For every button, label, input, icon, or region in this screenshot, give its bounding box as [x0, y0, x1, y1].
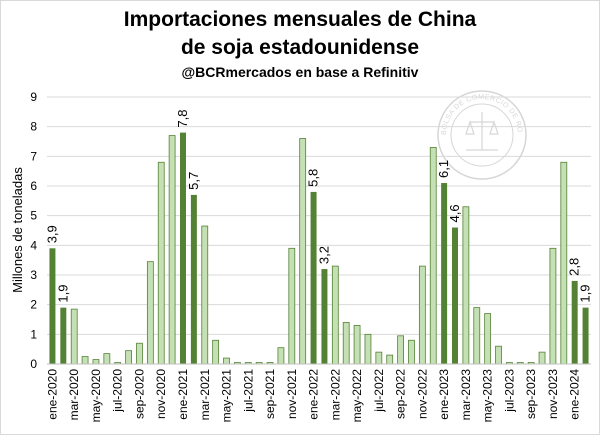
y-tick-label: 4 — [30, 238, 37, 252]
bar — [375, 351, 383, 365]
bar-highlighted — [321, 269, 328, 364]
bar — [125, 350, 132, 365]
x-axis: ene-2020 mar-2020 may-2020 jul-2020 sep-2020… — [45, 369, 581, 423]
chart-title-line2: de soja estadounidense — [180, 36, 420, 59]
bar-highlighted — [310, 191, 317, 364]
x-tick-label: may-2022 — [350, 369, 364, 423]
bar — [397, 335, 404, 365]
data-label: 4,6 — [447, 204, 462, 222]
x-tick-label: nov-2021 — [285, 369, 299, 419]
bars — [49, 132, 589, 365]
bar-highlighted — [190, 194, 197, 364]
y-tick-label: 9 — [30, 90, 37, 104]
data-label: 2,8 — [567, 258, 582, 276]
x-tick-label: nov-2023 — [546, 369, 560, 419]
bar — [212, 339, 220, 365]
bar — [103, 353, 111, 365]
bar-highlighted — [582, 307, 589, 364]
x-tick-label: jul-2022 — [372, 369, 386, 413]
x-tick-label: sep-2022 — [394, 369, 408, 419]
chart-subtitle: @BCRmercados en base a Refinitiv — [181, 64, 419, 80]
y-tick-label: 8 — [30, 120, 37, 134]
y-tick-label: 3 — [30, 268, 37, 282]
y-tick-label: 6 — [30, 179, 37, 193]
x-tick-label: ene-2021 — [176, 369, 190, 420]
svg-text:BOLSA DE COMERCIO DE ROSARIO: BOLSA DE COMERCIO DE ROSARIO — [0, 0, 523, 135]
y-axis: 0 1 2 3 4 5 6 7 8 9 — [30, 90, 37, 371]
bar — [473, 307, 481, 365]
bar — [538, 351, 546, 365]
x-tick-label: may-2020 — [89, 369, 103, 423]
bar — [288, 247, 296, 365]
bar-highlighted — [60, 307, 67, 364]
bar — [549, 247, 557, 365]
x-tick-label: jul-2021 — [241, 369, 255, 413]
x-tick-label: may-2021 — [220, 369, 234, 423]
x-tick-label: ene-2022 — [307, 369, 321, 420]
bar — [386, 354, 394, 365]
data-label: 7,8 — [175, 110, 190, 128]
y-tick-label: 2 — [30, 298, 37, 312]
y-tick-label: 1 — [30, 327, 37, 341]
y-tick-label: 5 — [30, 209, 37, 223]
bar — [429, 147, 437, 365]
x-tick-label: jul-2023 — [502, 369, 516, 413]
x-tick-label: sep-2021 — [263, 369, 277, 419]
x-tick-label: may-2023 — [481, 369, 495, 423]
bar — [146, 261, 154, 365]
bar — [70, 308, 78, 365]
bar-highlighted — [49, 248, 56, 364]
data-label: 6,1 — [436, 160, 451, 178]
bar — [353, 325, 361, 365]
gridlines — [47, 96, 591, 335]
data-labels: 3,9 1,9 7,8 5,7 5,8 3,2 6,1 4,6 2,8 1,9 — [44, 110, 592, 303]
x-tick-label: mar-2020 — [67, 369, 81, 421]
bar — [81, 356, 89, 365]
bar-highlighted — [571, 280, 578, 364]
x-tick-label: sep-2023 — [524, 369, 538, 419]
x-tick-label: mar-2023 — [459, 369, 473, 421]
bar — [201, 225, 209, 365]
chart-title: Importaciones mensuales de China — [123, 8, 477, 31]
bcr-seal-watermark: BOLSA DE COMERCIO DE ROSARIO — [0, 0, 527, 180]
bar — [331, 265, 339, 365]
bar-highlighted — [452, 227, 458, 364]
bar — [342, 322, 350, 365]
bar-highlighted — [180, 132, 186, 364]
data-label: 5,8 — [306, 169, 321, 187]
bar — [223, 357, 230, 365]
data-label: 1,9 — [578, 285, 593, 303]
bar — [277, 347, 285, 365]
bar — [408, 339, 415, 365]
x-tick-label: ene-2024 — [568, 369, 582, 420]
data-label: 1,9 — [55, 285, 70, 303]
data-label: 5,7 — [186, 172, 201, 190]
y-tick-label: 0 — [30, 357, 37, 371]
x-tick-label: sep-2020 — [133, 369, 147, 419]
y-axis-label: Millones de toneladas — [10, 167, 25, 293]
x-tick-label: jul-2020 — [111, 369, 125, 413]
bar — [495, 345, 502, 365]
x-tick-label: ene-2023 — [437, 369, 451, 420]
bar — [92, 359, 100, 365]
bar — [462, 206, 470, 365]
data-label: 3,9 — [44, 225, 59, 243]
bar — [168, 135, 176, 365]
x-tick-label: mar-2021 — [198, 369, 212, 421]
y-tick-label: 7 — [30, 149, 37, 163]
bar-highlighted — [441, 183, 448, 364]
x-tick-label: nov-2020 — [154, 369, 168, 419]
bar — [418, 265, 426, 365]
bar — [136, 342, 143, 365]
bar — [364, 333, 372, 365]
bar — [484, 313, 492, 365]
data-label: 3,2 — [316, 246, 331, 264]
x-tick-label: ene-2020 — [45, 369, 59, 420]
x-tick-label: nov-2022 — [415, 369, 429, 419]
bar — [157, 161, 165, 365]
x-tick-label: mar-2022 — [328, 369, 342, 421]
